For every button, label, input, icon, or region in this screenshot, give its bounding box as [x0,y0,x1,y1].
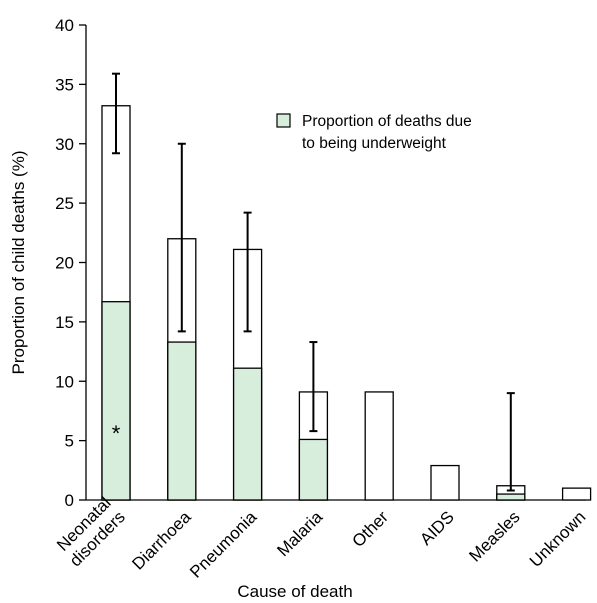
y-tick-label: 20 [55,254,74,273]
y-tick-label: 30 [55,135,74,154]
y-tick-label: 40 [55,16,74,35]
x-tick-label-line: Pneumonia [186,507,261,582]
legend-swatch [276,113,291,128]
x-tick-label-line: Other [349,507,393,551]
annotation-asterisk: * [112,421,121,446]
bar-total [561,487,592,501]
bar-underweight [167,341,197,501]
x-tick-label: Measles [465,507,523,565]
x-tick-label-line: Measles [465,507,523,565]
y-tick-label: 35 [55,75,74,94]
y-tick-label: 25 [55,194,74,213]
legend-label: to being underweight [302,135,447,152]
bar-underweight [496,493,526,501]
x-tick-label: Diarrhoea [128,507,195,574]
bar-total [430,464,460,501]
x-tick-label: Unknown [526,507,590,571]
bar-underweight [101,301,131,501]
bar-underweight [298,438,329,501]
y-tick-label: 0 [65,491,74,510]
x-tick-label: Malaria [273,507,326,560]
x-tick-label: Other [349,507,393,551]
y-tick-label: 5 [65,432,74,451]
x-tick-label: Pneumonia [186,507,261,582]
x-tick-label: AIDS [416,507,457,548]
x-tick-label-line: AIDS [416,507,457,548]
y-tick-label: 10 [55,372,74,391]
legend-label: Proportion of deaths due [302,113,472,130]
y-axis-title: Proportion of child deaths (%) [9,151,28,375]
x-tick-label-line: Diarrhoea [128,507,195,574]
x-axis-title: Cause of death [237,582,352,601]
bar-total [364,391,394,501]
x-tick-label-line: Malaria [273,507,326,560]
bar-underweight [232,367,263,501]
x-tick-label-line: Unknown [526,507,590,571]
y-tick-label: 15 [55,313,74,332]
